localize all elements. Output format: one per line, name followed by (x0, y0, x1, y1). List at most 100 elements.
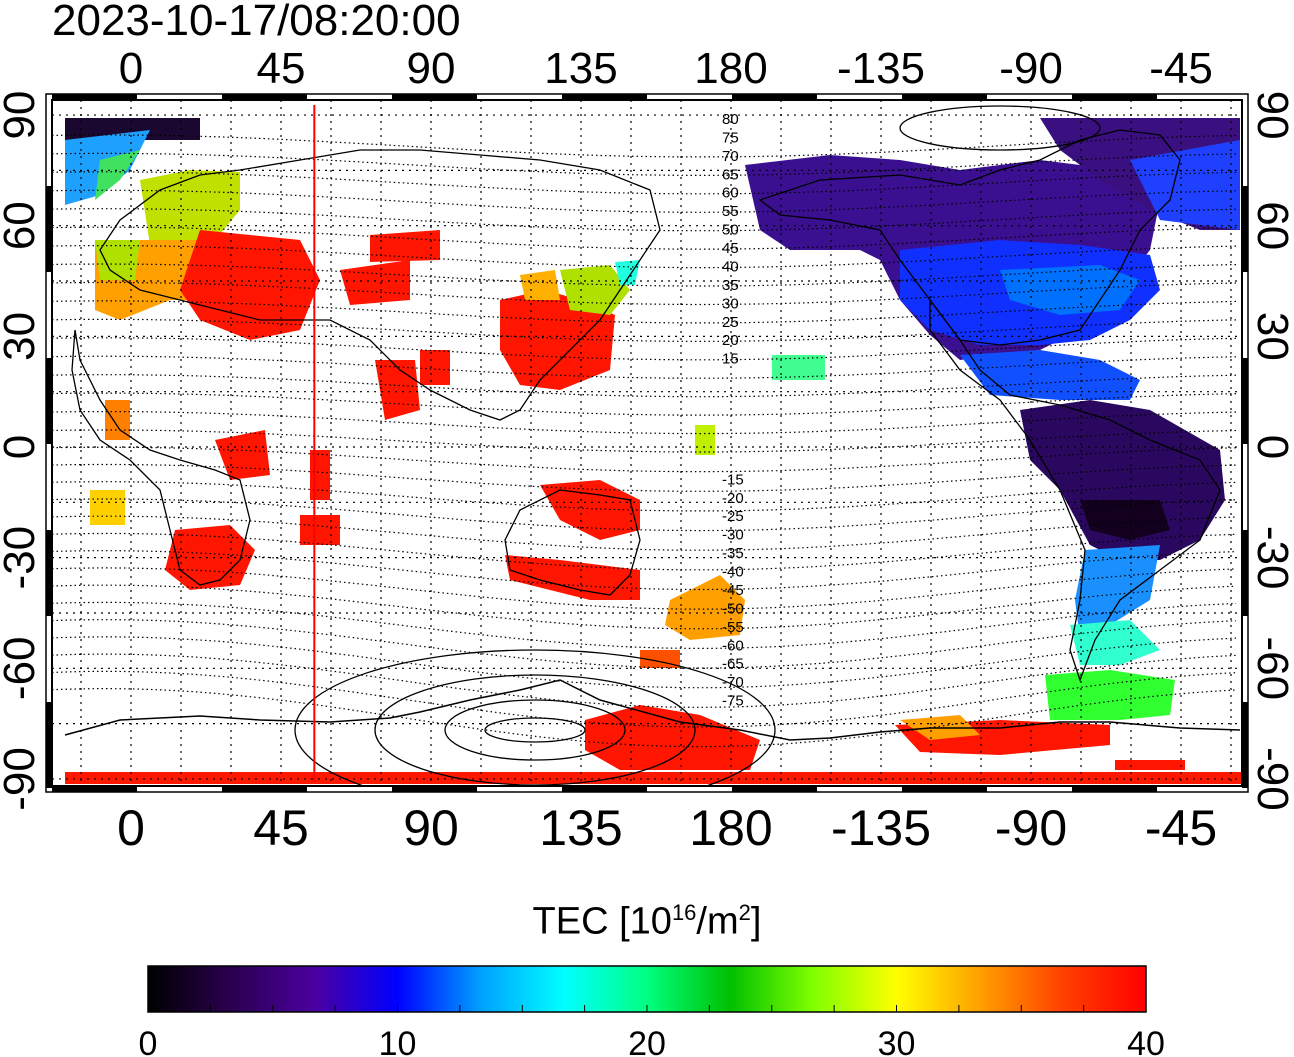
bottom-longitude-label: 45 (253, 800, 309, 856)
colorbar-title-close: ] (750, 900, 762, 943)
magnetic-latitude-label: -30 (722, 527, 744, 544)
magnetic-latitude-label: 60 (722, 185, 739, 202)
frame-scale-segment (52, 94, 137, 100)
tec-region-kamchatka (615, 260, 640, 285)
top-longitude-labels: 0 45 90 135 180 -135 -90 -45 (119, 44, 1213, 93)
magnetic-latitude-label: 30 (722, 295, 739, 312)
tec-region-hawaii (772, 355, 825, 380)
magnetic-latitude-label: 55 (722, 203, 739, 220)
tec-region-arctic (65, 118, 200, 140)
magnetic-latitude-label: -65 (722, 656, 744, 673)
australia-coast (504, 489, 641, 596)
left-latitude-labels: 90 60 30 0 -30 -60 -90 (0, 91, 44, 811)
tec-region-india-east (420, 350, 450, 385)
magnetic-latitude-label: 50 (722, 222, 739, 239)
magnetic-latitude-label: -20 (722, 490, 744, 507)
tec-region-usa-east (1000, 265, 1140, 315)
frame-scale-segment (392, 94, 477, 100)
magnetic-contour (52, 670, 1237, 728)
magnetic-contour (52, 688, 1237, 748)
bottom-longitude-labels: 0 45 90 135 180 -135 -90 -45 (117, 800, 1217, 856)
tec-region-central-america (960, 350, 1140, 400)
magnetic-pole-contour (484, 717, 586, 743)
magnetic-latitude-label: -15 (722, 471, 744, 488)
tec-region-greenland-west (1130, 140, 1240, 230)
magnetic-contour (52, 636, 1237, 689)
magnetic-latitude-label: -55 (722, 619, 744, 636)
bottom-longitude-label: -135 (831, 800, 931, 856)
tec-region-australia-south (505, 555, 640, 600)
frame-scale-segment (1242, 358, 1248, 444)
right-latitude-labels: 90 60 30 0 -30 -60 -90 (1248, 91, 1294, 811)
frame-scale-segment (732, 94, 817, 100)
tec-region-south-africa (165, 525, 255, 590)
left-latitude-label: -90 (0, 747, 44, 811)
frame-scale-segment (222, 94, 307, 100)
africa-coast (71, 329, 251, 586)
magnetic-latitude-label: 25 (722, 314, 739, 331)
magnetic-latitude-label: -60 (722, 637, 744, 654)
frame-scale-segment (46, 358, 52, 444)
frame-scale-segment (562, 786, 647, 792)
magnetic-latitude-label: -70 (722, 674, 744, 691)
tec-region-siberia (370, 230, 440, 262)
frame-scale-segment (46, 186, 52, 272)
frame-scale-bars (46, 94, 1248, 792)
magnetic-latitude-label: -40 (722, 564, 744, 581)
frame-scale-segment (1242, 702, 1248, 788)
left-latitude-label: -60 (0, 636, 44, 700)
tec-region-east-asia (500, 290, 615, 390)
magnetic-latitude-label: 65 (722, 166, 739, 183)
top-longitude-label: 135 (544, 44, 617, 93)
magnetic-contour (52, 601, 1237, 649)
right-latitude-label: 30 (1248, 312, 1294, 361)
magnetic-latitude-label: -45 (722, 582, 744, 599)
right-latitude-label: -60 (1248, 636, 1294, 700)
colorbar-tick-label: 0 (139, 1025, 158, 1057)
frame-scale-segment (1242, 530, 1248, 616)
timestamp-title: 2023-10-17/08:20:00 (52, 0, 461, 45)
graticule (52, 100, 1242, 786)
tec-region-korea (520, 270, 560, 300)
colorbar (147, 965, 1147, 1013)
frame-scale-segment (46, 530, 52, 616)
frame-scale-segment (902, 94, 987, 100)
left-latitude-label: -30 (0, 526, 44, 590)
colorbar-title-unit-exponent: 2 (738, 900, 751, 925)
top-longitude-label: 0 (119, 44, 143, 93)
bottom-longitude-label: -45 (1145, 800, 1217, 856)
colorbar-ticks: 0 10 20 30 40 (139, 1005, 1165, 1057)
colorbar-title-exponent: 16 (671, 900, 697, 925)
tec-region-drake-passage (1045, 670, 1175, 720)
magnetic-latitude-label: -25 (722, 508, 744, 525)
bottom-longitude-label: 0 (117, 800, 145, 856)
top-longitude-label: 45 (257, 44, 306, 93)
tec-region-iberia (95, 240, 140, 280)
magnetic-latitude-label: 20 (722, 332, 739, 349)
tec-region-patagonia (1070, 620, 1160, 665)
frame-scale-segment (392, 786, 477, 792)
magnetic-latitude-label: -35 (722, 545, 744, 562)
colorbar-title-main: TEC [10 (532, 900, 672, 943)
magnetic-latitude-label: 15 (722, 351, 739, 368)
left-latitude-label: 30 (0, 312, 44, 361)
colorbar-title-unit: /m (696, 900, 739, 943)
tec-region-pacific-island (695, 425, 715, 455)
magnetic-pole-contour (294, 649, 776, 786)
top-longitude-label: 180 (694, 44, 767, 93)
frame-scale-segment (46, 702, 52, 788)
left-latitude-label: 0 (0, 435, 44, 459)
eurasia-coast (99, 149, 661, 421)
frame-scale-segment (52, 786, 137, 792)
top-longitude-label: -135 (837, 44, 925, 93)
colorbar-tick-label: 20 (628, 1025, 666, 1057)
colorbar-tick-label: 40 (1127, 1025, 1165, 1057)
left-latitude-label: 60 (0, 201, 44, 250)
tec-region-south-america-south (1075, 545, 1160, 640)
frame-scale-segment (902, 786, 987, 792)
top-longitude-label: -90 (999, 44, 1063, 93)
right-latitude-label: 0 (1248, 435, 1294, 459)
magnetic-contour (52, 619, 1237, 669)
right-latitude-label: -30 (1248, 526, 1294, 590)
